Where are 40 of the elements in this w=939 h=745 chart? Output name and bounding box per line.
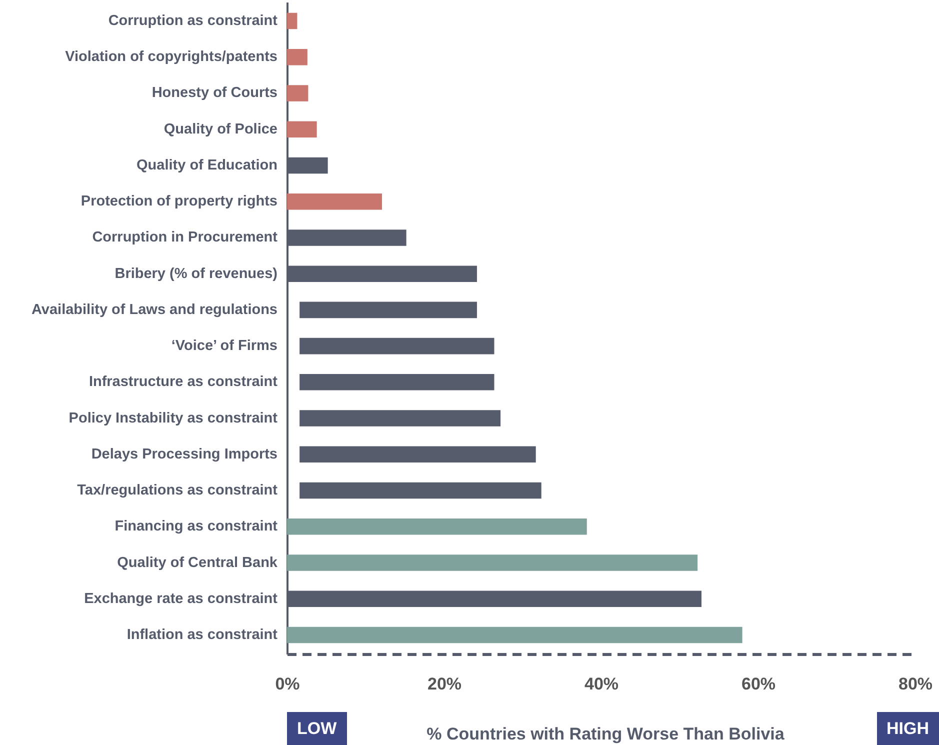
y-tick-label: Protection of property rights [80, 194, 278, 210]
x-tick-label: 80% [898, 674, 933, 694]
bar [300, 374, 494, 390]
y-tick-label: Quality of Central Bank [117, 554, 278, 571]
bar [287, 518, 587, 535]
y-tick-label: Inflation as constraint [126, 627, 278, 644]
bar [287, 626, 742, 644]
x-axis-title: % Countries with Rating Worse Than Bolivia [426, 724, 785, 744]
y-tick-label: Honesty of Courts [152, 85, 278, 102]
x-tick-label: 0% [275, 674, 300, 694]
y-tick-label: Quality of Police [164, 121, 278, 138]
bar [287, 121, 317, 138]
bar [287, 12, 298, 30]
y-tick-label: Policy Instability as constraint [68, 410, 278, 426]
y-tick-label: Corruption in Procurement [92, 230, 278, 246]
y-tick-label: Exchange rate as constraint [84, 590, 278, 607]
y-tick-label: Availability of Laws and regulations [31, 302, 278, 318]
bar [300, 338, 494, 354]
bar [300, 482, 542, 499]
y-tick-label: Infrastructure as constraint [88, 374, 278, 390]
y-tick-label: Corruption as constraint [108, 12, 278, 29]
y-tick-label: Delays Processing Imports [91, 446, 278, 462]
bar [300, 410, 501, 426]
bar [287, 554, 698, 571]
text: LOW [287, 712, 347, 745]
bar [300, 446, 536, 463]
x-tick-label: 60% [741, 674, 776, 694]
bar [287, 193, 382, 210]
y-tick-label: Tax/regulations as constraint [77, 482, 278, 499]
x-tick-label: 40% [584, 674, 619, 694]
x-tick-label: 20% [427, 674, 462, 694]
text: HIGH [876, 712, 939, 745]
y-tick-label: Bribery (% of revenues) [114, 266, 278, 282]
bar [300, 302, 477, 318]
y-tick-label: Quality of Education [136, 157, 278, 174]
bar [287, 48, 308, 66]
y-tick-label: Financing as constraint [114, 518, 278, 535]
y-tick-label: ‘Voice’ of Firms [171, 338, 278, 354]
bar [287, 85, 308, 102]
y-tick-label: Violation of copyrights/patents [65, 49, 278, 66]
